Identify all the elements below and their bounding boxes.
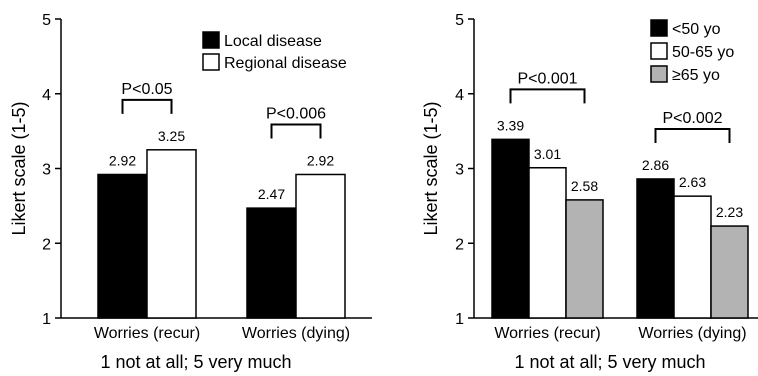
bar-value-label: 3.25 bbox=[158, 128, 185, 144]
bar bbox=[246, 207, 297, 319]
bar bbox=[528, 167, 567, 319]
x-category-label: Worries (dying) bbox=[242, 325, 350, 342]
bar-value-label: 3.01 bbox=[534, 146, 561, 162]
legend-label: Local disease bbox=[224, 33, 322, 50]
x-category-label: Worries (recur) bbox=[94, 325, 200, 342]
y-tick-label: 2 bbox=[455, 236, 464, 253]
y-tick-label: 5 bbox=[455, 12, 464, 29]
legend-label: 50-65 yo bbox=[672, 44, 734, 61]
bar-value-label: 2.58 bbox=[571, 178, 598, 194]
y-tick-label: 3 bbox=[455, 162, 464, 179]
y-tick-label: 3 bbox=[42, 162, 51, 179]
bar bbox=[146, 149, 197, 319]
significance-label: P<0.05 bbox=[121, 81, 172, 98]
significance-label: P<0.001 bbox=[517, 70, 577, 87]
x-category-label: Worries (dying) bbox=[638, 325, 746, 342]
x-axis-label: 1 not at all; 5 very much bbox=[514, 352, 705, 372]
bar-value-label: 2.92 bbox=[307, 152, 334, 168]
bar bbox=[710, 225, 749, 319]
x-axis-label: 1 not at all; 5 very much bbox=[100, 352, 291, 372]
legend-swatch bbox=[202, 53, 220, 71]
y-tick-label: 2 bbox=[42, 236, 51, 253]
significance-label: P<0.002 bbox=[662, 110, 722, 127]
significance-bracket bbox=[270, 123, 322, 139]
x-category-label: Worries (recur) bbox=[494, 325, 600, 342]
bar-value-label: 2.92 bbox=[109, 152, 136, 168]
bar-value-label: 3.39 bbox=[497, 117, 524, 133]
bar bbox=[565, 199, 604, 319]
legend-swatch bbox=[650, 65, 668, 83]
bar bbox=[491, 138, 530, 319]
legend-label: ≥65 yo bbox=[672, 67, 720, 84]
y-tick-label: 1 bbox=[455, 311, 464, 328]
bar bbox=[636, 178, 675, 319]
legend-label: Regional disease bbox=[224, 55, 347, 72]
chart-panel-2: 1 2 3 4 5 Likert scale (1-5) 3.39 3.01 2.58 Worri… bbox=[421, 12, 758, 372]
legend-swatch bbox=[650, 19, 668, 37]
bar-value-label: 2.47 bbox=[258, 186, 285, 202]
bar-value-label: 2.63 bbox=[679, 174, 706, 190]
bar bbox=[97, 173, 148, 319]
legend-swatch bbox=[202, 31, 220, 49]
y-tick-label: 5 bbox=[42, 12, 51, 29]
y-tick-label: 1 bbox=[42, 311, 51, 328]
bar bbox=[295, 173, 346, 319]
significance-bracket bbox=[509, 88, 586, 104]
chart-panel-1: 1 2 3 4 5 Likert scale (1-5) 2.92 3.25 Worries (… bbox=[9, 12, 372, 372]
y-tick-label: 4 bbox=[42, 87, 51, 104]
bar-value-label: 2.23 bbox=[716, 204, 743, 220]
y-axis-label: Likert scale (1-5) bbox=[421, 101, 441, 235]
legend-swatch bbox=[650, 42, 668, 60]
significance-label: P<0.006 bbox=[266, 105, 326, 122]
significance-bracket bbox=[121, 98, 173, 114]
bar-value-label: 2.86 bbox=[642, 157, 669, 173]
y-tick-label: 4 bbox=[455, 87, 464, 104]
bar bbox=[673, 195, 712, 319]
y-axis-label: Likert scale (1-5) bbox=[9, 101, 29, 235]
legend-label: <50 yo bbox=[672, 21, 721, 38]
significance-bracket bbox=[654, 127, 731, 143]
